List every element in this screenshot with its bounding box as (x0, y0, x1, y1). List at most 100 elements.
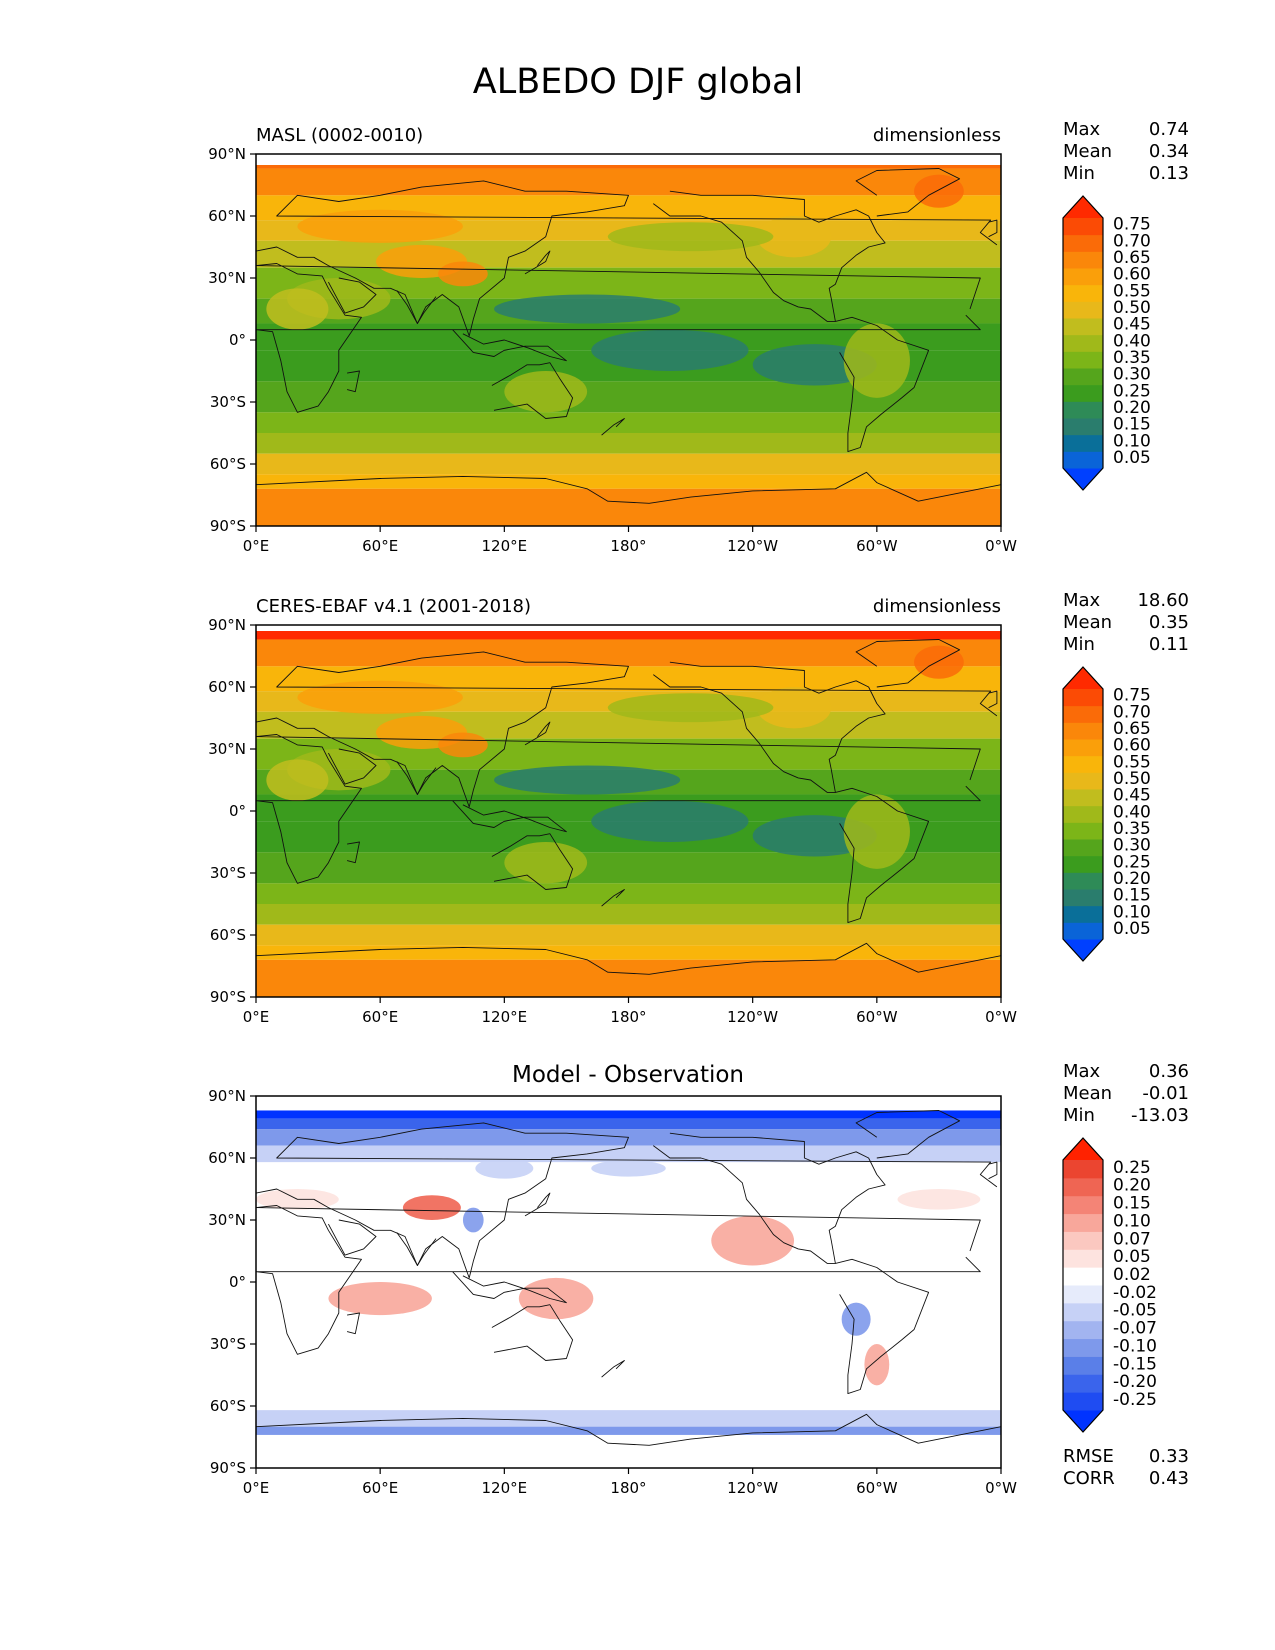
y-tick-label: 60°N (208, 207, 246, 225)
x-tick-label: 0°E (243, 1008, 270, 1026)
colorbar-band (1063, 872, 1103, 890)
field-region (607, 693, 774, 723)
colorbar-extend-high (1063, 196, 1103, 218)
field-band (256, 453, 1001, 475)
colorbar-label: 0.07 (1113, 1229, 1151, 1249)
coastline (855, 168, 961, 217)
coastline (346, 841, 360, 864)
coastline (396, 761, 437, 795)
colorbar-label: 0.60 (1113, 736, 1151, 756)
colorbar-extend-high (1063, 667, 1103, 689)
colorbar-outline (1062, 1137, 1104, 1433)
colorbar-label: -0.10 (1113, 1336, 1157, 1356)
colorbar-label: 0.10 (1113, 1211, 1151, 1231)
colorbar-label: 0.05 (1113, 919, 1151, 939)
x-tick-label: 0°W (985, 537, 1017, 555)
field-nodata (256, 625, 1001, 631)
colorbar-band (1063, 334, 1103, 352)
coastline (256, 180, 998, 337)
colorbar-label: -0.02 (1113, 1283, 1157, 1303)
panel-obs: CERES-EBAF v4.1 (2001-2018) dimensionles… (208, 590, 1189, 1026)
colorbar-label: 0.50 (1113, 769, 1151, 789)
x-axis: 0°E 60°E 120°E 180° 120°W 60°W 0°W (243, 1468, 1017, 1497)
map-field (256, 154, 1001, 526)
field-region (841, 1302, 871, 1336)
panel-right-title: dimensionless (873, 125, 1001, 146)
x-tick-label: 180° (610, 537, 646, 555)
colorbar-label: 0.20 (1113, 398, 1151, 418)
y-tick-label: 30°N (208, 269, 246, 287)
stat-min-value: -13.03 (1131, 1105, 1189, 1126)
colorbar-band (1063, 839, 1103, 857)
colorbar-band (1063, 434, 1103, 452)
stat-mean-label: Mean (1063, 612, 1112, 633)
coastlines (256, 1110, 1001, 1446)
metrics-box: RMSE 0.33 CORR 0.43 (1063, 1446, 1189, 1489)
coastline (328, 277, 377, 314)
field-band (256, 474, 1001, 489)
x-tick-label: 120°W (727, 537, 778, 555)
colorbar-label: 0.10 (1113, 902, 1151, 922)
x-tick-label: 0°W (985, 1479, 1017, 1497)
colorbar-label: 0.25 (1113, 381, 1151, 401)
colorbar-band (1063, 418, 1103, 436)
colorbar-band (1063, 1338, 1103, 1357)
field-region (591, 329, 749, 372)
panel-left-title: CERES-EBAF v4.1 (2001-2018) (256, 596, 531, 617)
y-tick-label: 60°S (210, 1397, 246, 1415)
field-region (914, 645, 964, 679)
y-tick-label: 30°S (210, 1335, 246, 1353)
colorbar-extend-high (1063, 1138, 1103, 1160)
field-region (914, 174, 964, 208)
colorbar-label: 0.70 (1113, 231, 1151, 251)
colorbar-band (1063, 268, 1103, 286)
coastline (601, 889, 625, 907)
coastline (256, 1122, 998, 1279)
corr-label: CORR (1063, 1468, 1115, 1489)
colorbar-band (1063, 351, 1103, 369)
x-tick-label: 180° (610, 1008, 646, 1026)
x-tick-label: 60°W (856, 1479, 898, 1497)
x-tick-label: 120°E (482, 1479, 528, 1497)
colorbar-label: 0.20 (1113, 1176, 1151, 1196)
colorbar-label: 0.40 (1113, 331, 1151, 351)
field-region (493, 765, 681, 795)
stat-max-value: 18.60 (1137, 590, 1189, 611)
stat-min-value: 0.13 (1149, 163, 1189, 184)
colorbar-band (1063, 1195, 1103, 1215)
field-region (266, 759, 329, 801)
colorbar-band (1063, 1374, 1103, 1393)
colorbar-label: 0.05 (1113, 1247, 1151, 1267)
coastline (396, 290, 437, 324)
y-tick-label: 0° (229, 331, 246, 349)
colorbar-band (1063, 1267, 1103, 1286)
coastline (835, 316, 930, 453)
field-band (256, 1426, 1001, 1435)
colorbar-band (1063, 922, 1103, 940)
x-axis: 0°E 60°E 120°E 180° 120°W 60°W 0°W (243, 526, 1017, 555)
y-tick-label: 90°S (210, 1459, 246, 1477)
coastline (855, 639, 961, 688)
x-tick-label: 60°E (362, 1479, 398, 1497)
field-band (256, 904, 1001, 925)
x-tick-label: 60°W (856, 537, 898, 555)
x-tick-label: 0°E (243, 1479, 270, 1497)
colorbar-band (1063, 1231, 1103, 1250)
y-tick-label: 60°N (208, 1149, 246, 1167)
stat-max-label: Max (1063, 590, 1101, 611)
stat-min-label: Min (1063, 634, 1095, 655)
colorbar-band (1063, 739, 1103, 757)
colorbar-band (1063, 1249, 1103, 1268)
field-region (591, 800, 749, 842)
colorbar-label: 0.10 (1113, 431, 1151, 451)
field-region (475, 1158, 534, 1179)
stats-box: Max 0.36 Mean -0.01 Min -13.03 (1063, 1061, 1189, 1126)
stat-mean-label: Mean (1063, 1083, 1112, 1104)
colorbar-band (1063, 1213, 1103, 1232)
colorbar-label: 0.15 (1113, 886, 1151, 906)
field-region (607, 222, 774, 252)
field-band (256, 924, 1001, 946)
coastline (491, 362, 574, 419)
field-region (711, 1215, 795, 1266)
x-tick-label: 120°W (727, 1479, 778, 1497)
